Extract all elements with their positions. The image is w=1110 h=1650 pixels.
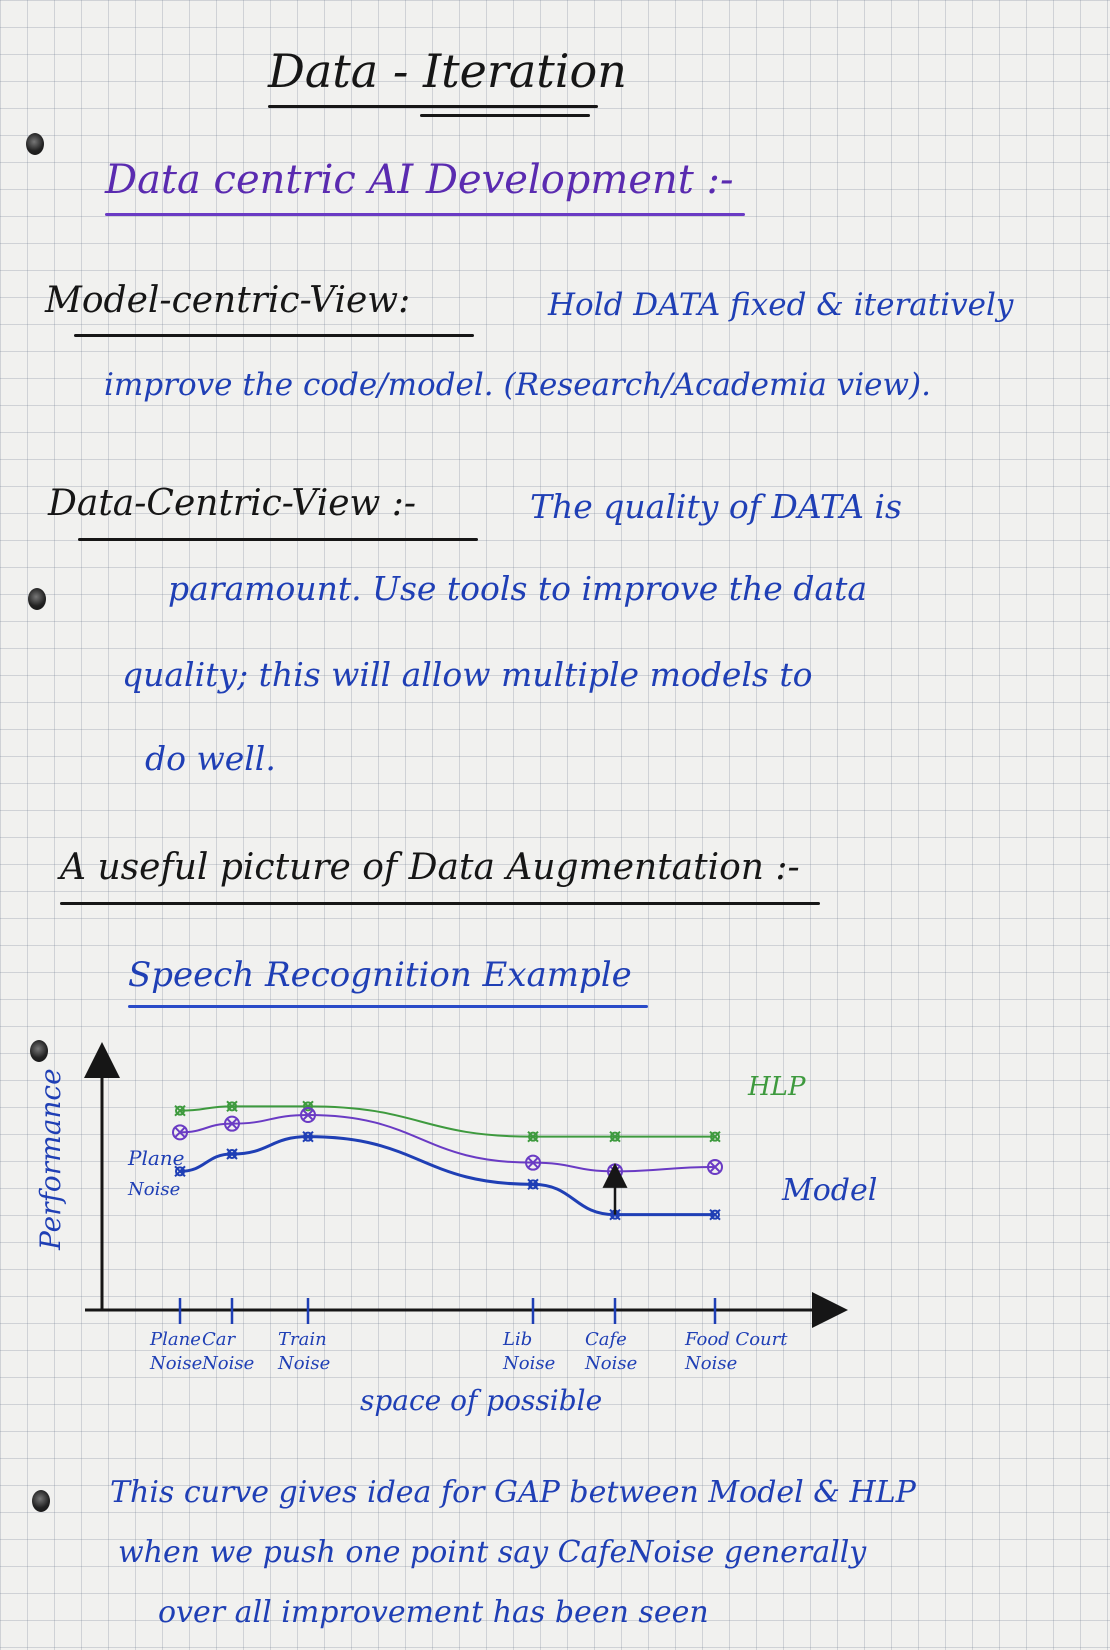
data-point-improved-4 (525, 1154, 541, 1171)
data-point-model-4 (527, 1178, 539, 1191)
model-centric-label: Model-centric-View: (45, 280, 411, 321)
binder-hole-2 (28, 588, 46, 610)
series-label-model: Model (781, 1173, 877, 1208)
x-tick-label-5: Cafe Noise (584, 1329, 637, 1374)
binder-hole-4 (32, 1490, 50, 1512)
title-underline-2 (420, 114, 590, 117)
data-centric-underline (78, 538, 478, 541)
data-point-hlp-1 (174, 1104, 186, 1117)
data-centric-text-3: quality; this will allow multiple models… (122, 655, 813, 694)
point-label-2: Noise (127, 1179, 180, 1200)
conclusion-text-1: This curve gives idea for GAP between Mo… (110, 1475, 916, 1510)
data-point-hlp-4 (527, 1130, 539, 1143)
model-centric-text-1: Hold DATA fixed & iteratively (548, 287, 1014, 323)
x-tick-label-1: Plane Noise (149, 1329, 202, 1374)
series-label-hlp: HLP (747, 1072, 806, 1102)
binder-hole-1 (26, 133, 44, 155)
binder-hole-3 (30, 1040, 48, 1062)
data-point-hlp-2 (226, 1100, 238, 1113)
x-tick-label-2: Car Noise (201, 1329, 254, 1374)
augmentation-underline (60, 902, 820, 905)
data-point-improved-6 (707, 1159, 723, 1175)
section-heading: Data centric AI Development :- (105, 157, 734, 203)
page-title: Data - Iteration (268, 44, 627, 98)
data-point-model-6 (709, 1208, 721, 1221)
data-point-improved-1 (172, 1124, 188, 1141)
data-point-model-1 (174, 1165, 186, 1178)
x-tick-label-3: Train Noise (277, 1329, 330, 1374)
data-centric-text-2: paramount. Use tools to improve the data (168, 569, 868, 608)
point-label-1: Plane (127, 1146, 185, 1170)
data-point-improved-3 (300, 1107, 316, 1123)
section-underline (105, 213, 745, 216)
conclusion-text-3: over all improvement has been seen (158, 1595, 709, 1630)
data-centric-text-1: The quality of DATA is (530, 487, 902, 526)
title-underline (268, 105, 598, 108)
y-axis-label: Performance (34, 1068, 67, 1251)
augmentation-heading: A useful picture of Data Augmentation :- (60, 847, 800, 888)
example-underline (128, 1005, 648, 1008)
model-centric-underline (74, 334, 474, 337)
data-point-improved-2 (224, 1115, 240, 1132)
data-point-model-2 (226, 1148, 238, 1160)
data-centric-label: Data-Centric-View :- (48, 483, 417, 524)
data-point-model-3 (302, 1130, 314, 1143)
x-tick-label-6: Food Court Noise (684, 1329, 788, 1374)
data-point-hlp-6 (709, 1130, 721, 1143)
data-centric-text-4: do well. (145, 739, 276, 778)
data-point-hlp-5 (609, 1130, 621, 1143)
example-heading: Speech Recognition Example (128, 955, 632, 995)
x-tick-label-4: Lib Noise (502, 1329, 555, 1374)
conclusion-text-2: when we push one point say CafeNoise gen… (118, 1535, 867, 1570)
model-centric-text-2: improve the code/model. (Research/Academ… (104, 367, 931, 403)
x-axis-label: space of possible (360, 1384, 602, 1417)
series-line-improved (179, 1113, 716, 1173)
